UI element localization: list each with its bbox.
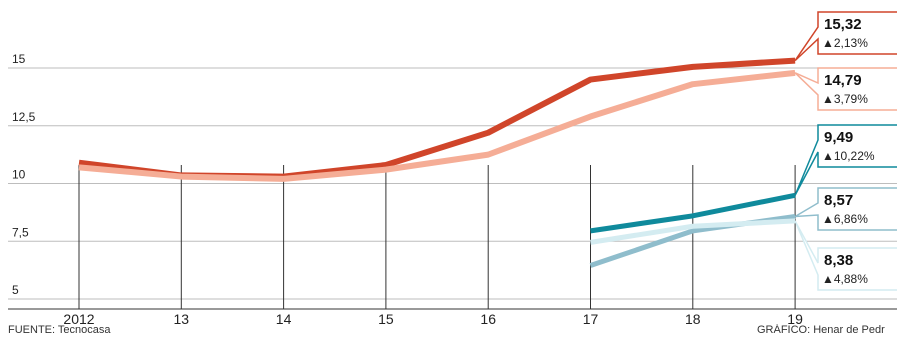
callout: 9,49 ▲10,22% (794, 124, 897, 196)
series-line (78, 69, 796, 182)
callout-box (794, 11, 897, 62)
series-lines (78, 57, 796, 268)
y-tick-label: 5 (12, 283, 19, 297)
graphic-credit: GRÁFICO: Henar de Pedr (757, 324, 885, 336)
x-tick-label: 16 (480, 311, 496, 327)
series-line (590, 218, 796, 245)
y-tick-label: 12,5 (12, 110, 36, 124)
x-tick-label: 18 (685, 311, 701, 327)
x-axis: 2012 13 14 15 16 17 18 19 (8, 308, 897, 327)
y-tick-label: 10 (12, 168, 26, 182)
series-line (590, 192, 796, 234)
y-tick-label: 15 (12, 52, 26, 66)
callout-box (794, 67, 897, 111)
x-tick-label: 14 (276, 311, 292, 327)
x-tick-label: 13 (174, 311, 190, 327)
callout-value: 15,32 (824, 16, 862, 33)
callout-box (794, 220, 897, 291)
x-tick-label: 17 (583, 311, 599, 327)
callout-change: ▲6,86% (822, 212, 868, 226)
callout: 8,57 ▲6,86% (794, 187, 897, 231)
callout: 8,38 ▲4,88% (794, 220, 897, 291)
callout-change: ▲10,22% (822, 149, 875, 163)
x-tick-label: 2012 (63, 311, 94, 327)
callout-change: ▲2,13% (822, 36, 868, 50)
x-tick-label: 19 (787, 311, 803, 327)
y-tick-label: 7,5 (12, 225, 29, 239)
grid (8, 67, 897, 309)
callout-change: ▲4,88% (822, 272, 868, 286)
y-axis: 5 7,5 10 12,5 15 (12, 52, 36, 297)
callouts: 15,32 ▲2,13% 14,79 ▲3,79% 9,49 ▲10,22% 8,57 ▲6,… (794, 11, 897, 291)
x-tick-label: 15 (378, 311, 394, 327)
callout-value: 8,57 (824, 192, 853, 209)
callout-box (794, 187, 897, 231)
callout-value: 8,38 (824, 252, 853, 269)
callout: 15,32 ▲2,13% (794, 11, 897, 62)
callout-value: 14,79 (824, 72, 862, 89)
callout: 14,79 ▲3,79% (794, 67, 897, 111)
callout-value: 9,49 (824, 129, 853, 146)
callout-box (794, 124, 897, 196)
source-note: FUENTE: Tecnocasa (8, 324, 111, 336)
callout-change: ▲3,79% (822, 92, 868, 106)
